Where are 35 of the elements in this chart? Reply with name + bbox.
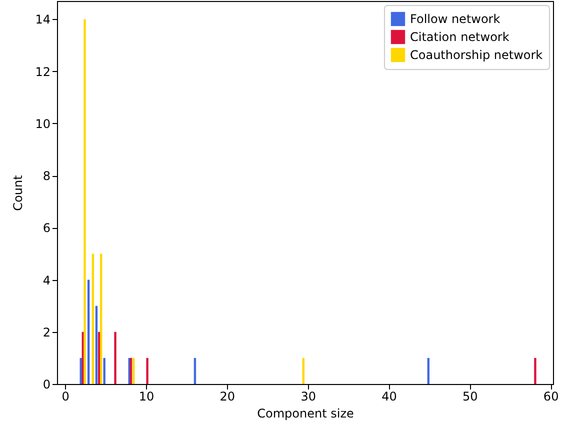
bar: [95, 306, 98, 384]
y-tick-label: 4: [42, 273, 50, 288]
x-tick-label: 0: [62, 390, 70, 404]
bar: [92, 254, 94, 384]
x-tick-label: 20: [220, 390, 236, 404]
y-axis-title: Count: [11, 174, 26, 211]
bar: [132, 358, 135, 384]
y-tick-label: 6: [42, 221, 50, 236]
y-tick-label: 12: [35, 64, 50, 79]
bar: [146, 358, 148, 384]
x-tick-label: 30: [300, 390, 316, 404]
x-tick-label: 50: [462, 390, 478, 404]
x-tick-label: 10: [138, 390, 154, 404]
legend-label: Citation network: [410, 30, 510, 44]
legend-label: Follow network: [410, 12, 500, 26]
x-tick-label: 40: [382, 390, 397, 404]
bar: [80, 358, 82, 384]
y-tick-label: 14: [35, 12, 50, 27]
bar: [103, 358, 106, 384]
legend-label: Coauthorship network: [410, 48, 543, 62]
bar: [98, 332, 100, 384]
y-tick-label: 8: [42, 169, 50, 184]
x-axis-title: Component size: [257, 406, 354, 420]
bar: [427, 358, 430, 384]
bar: [100, 254, 102, 384]
bar: [534, 358, 536, 384]
bar: [114, 332, 116, 384]
bar: [194, 358, 196, 384]
bar: [84, 19, 86, 384]
y-tick-label: 2: [42, 325, 50, 340]
y-tick-label: 0: [42, 378, 50, 392]
x-tick-label: 60: [543, 390, 559, 404]
y-tick-label: 10: [35, 116, 50, 131]
bar: [87, 280, 90, 384]
bar: [302, 358, 304, 384]
